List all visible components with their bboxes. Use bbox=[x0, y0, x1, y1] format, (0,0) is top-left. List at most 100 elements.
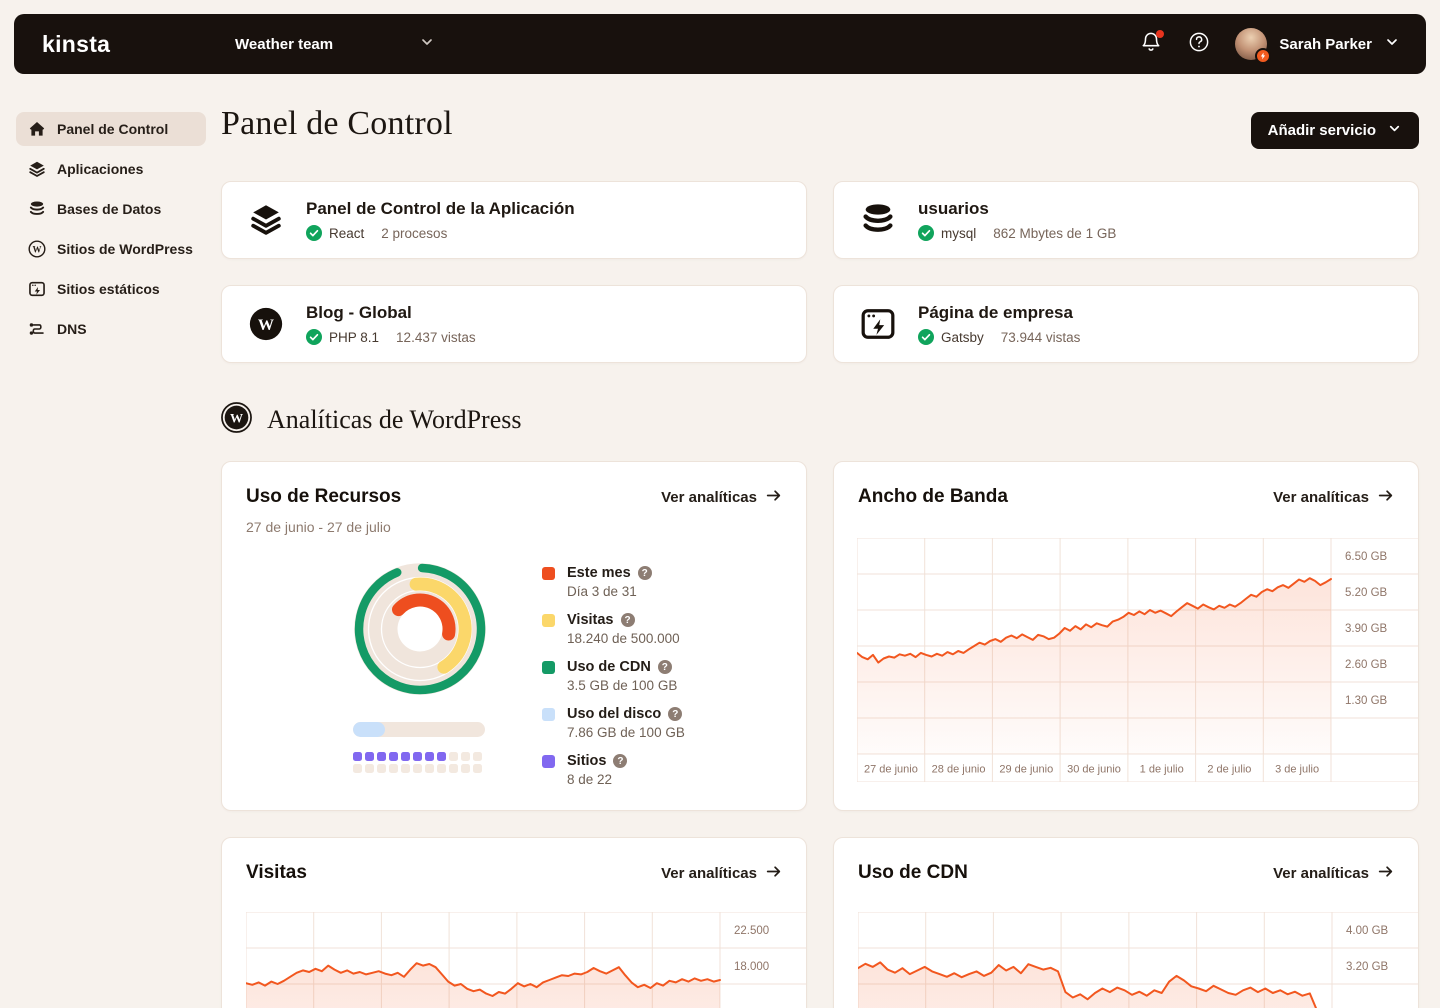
view-analytics-link[interactable]: Ver analíticas bbox=[1273, 863, 1394, 884]
legend-swatch bbox=[542, 567, 555, 580]
svg-text:22.500: 22.500 bbox=[734, 925, 769, 937]
team-name: Weather team bbox=[235, 35, 334, 53]
sidebar-item-layers[interactable]: Aplicaciones bbox=[16, 152, 206, 186]
status-check-icon bbox=[918, 329, 934, 345]
svg-text:27 de junio: 27 de junio bbox=[864, 764, 918, 776]
cdn-line-chart: 4.00 GB 3.20 GB bbox=[858, 912, 1418, 1008]
legend-value: 3.5 GB de 100 GB bbox=[567, 678, 678, 693]
service-stat: 862 Mbytes de 1 GB bbox=[993, 225, 1117, 241]
home-icon bbox=[28, 120, 46, 138]
svg-text:5.20 GB: 5.20 GB bbox=[1345, 587, 1388, 599]
site-square bbox=[353, 764, 362, 773]
svg-text:W: W bbox=[33, 244, 42, 254]
legend-label: Este mes bbox=[567, 565, 631, 581]
avatar bbox=[1235, 28, 1272, 64]
user-menu[interactable]: Sarah Parker bbox=[1235, 28, 1400, 64]
dns-icon bbox=[28, 320, 46, 338]
help-icon[interactable]: ? bbox=[637, 566, 652, 580]
site-square bbox=[473, 764, 482, 773]
sites-squares-grid bbox=[353, 752, 482, 773]
sidebar-item-database[interactable]: Bases de Datos bbox=[16, 192, 206, 226]
help-button[interactable] bbox=[1187, 32, 1211, 56]
donut-ring-visits bbox=[409, 577, 472, 674]
bell-icon bbox=[1140, 31, 1162, 58]
card-title-resource-usage: Uso de Recursos bbox=[246, 486, 402, 507]
svg-text:29 de junio: 29 de junio bbox=[999, 764, 1053, 776]
service-stat: 2 procesos bbox=[381, 225, 448, 241]
static-site-icon bbox=[858, 305, 898, 343]
card-title-cdn: Uso de CDN bbox=[858, 862, 968, 883]
site-square bbox=[449, 752, 458, 761]
service-status: mysql bbox=[941, 225, 977, 241]
view-analytics-link[interactable]: Ver analíticas bbox=[1273, 487, 1394, 508]
site-square bbox=[461, 764, 470, 773]
visits-card: Visitas Ver analíticas 22.500 18.000 bbox=[221, 837, 807, 1008]
legend-value: 7.86 GB de 100 GB bbox=[567, 725, 685, 740]
svg-text:2 de julio: 2 de julio bbox=[1207, 764, 1251, 776]
chevron-down-icon bbox=[419, 34, 435, 55]
legend-value: 18.240 de 500.000 bbox=[567, 631, 680, 646]
service-title: Página de empresa bbox=[918, 303, 1073, 322]
view-analytics-link[interactable]: Ver analíticas bbox=[661, 863, 782, 884]
card-title-bandwidth: Ancho de Banda bbox=[858, 486, 1008, 507]
arrow-right-icon bbox=[1377, 863, 1394, 884]
service-status: Gatsby bbox=[941, 329, 984, 345]
site-square bbox=[389, 764, 398, 773]
svg-text:3.90 GB: 3.90 GB bbox=[1345, 623, 1388, 635]
page-title: Panel de Control bbox=[221, 105, 453, 142]
help-icon[interactable]: ? bbox=[620, 613, 635, 627]
svg-text:28 de junio: 28 de junio bbox=[932, 764, 986, 776]
sidebar-item-dns[interactable]: DNS bbox=[16, 312, 206, 346]
service-card[interactable]: Página de empresa Gatsby 73.944 vistas bbox=[833, 285, 1419, 363]
sidebar-item-wordpress[interactable]: W Sitios de WordPress bbox=[16, 232, 206, 266]
layers-icon bbox=[28, 160, 46, 178]
help-icon[interactable]: ? bbox=[668, 707, 683, 721]
site-square bbox=[365, 752, 374, 761]
service-card[interactable]: W Blog - Global PHP 8.1 12.437 vistas bbox=[221, 285, 807, 363]
analytics-section-header: W Analíticas de WordPress bbox=[221, 402, 522, 438]
legend-label: Sitios bbox=[567, 753, 607, 769]
svg-text:30 de junio: 30 de junio bbox=[1067, 764, 1121, 776]
service-card[interactable]: usuarios mysql 862 Mbytes de 1 GB bbox=[833, 181, 1419, 259]
static-site-icon bbox=[28, 280, 46, 298]
donut-ring-cdn bbox=[354, 563, 486, 695]
svg-text:W: W bbox=[258, 317, 274, 334]
sidebar-item-static-site[interactable]: Sitios estáticos bbox=[16, 272, 206, 306]
arrow-right-icon bbox=[765, 487, 782, 508]
svg-text:18.000: 18.000 bbox=[734, 961, 769, 973]
disk-usage-progress-bar bbox=[353, 722, 485, 737]
notifications-button[interactable] bbox=[1139, 30, 1165, 58]
wordpress-icon: W bbox=[221, 402, 252, 438]
arrow-right-icon bbox=[1377, 487, 1394, 508]
svg-text:1.30 GB: 1.30 GB bbox=[1345, 695, 1388, 707]
service-card[interactable]: Panel de Control de la Aplicación React … bbox=[221, 181, 807, 259]
chevron-down-icon bbox=[1387, 121, 1402, 140]
team-selector[interactable]: Weather team bbox=[235, 14, 435, 74]
legend-swatch bbox=[542, 708, 555, 721]
add-service-button[interactable]: Añadir servicio bbox=[1250, 112, 1419, 149]
disk-usage-progress-fill bbox=[353, 722, 385, 737]
date-range: 27 de junio - 27 de julio bbox=[246, 519, 391, 535]
legend-row: Visitas ? 18.240 de 500.000 bbox=[542, 612, 685, 646]
svg-text:W: W bbox=[230, 410, 243, 425]
site-square bbox=[425, 752, 434, 761]
view-analytics-link[interactable]: Ver analíticas bbox=[661, 487, 782, 508]
legend-value: 8 de 22 bbox=[567, 772, 613, 787]
help-icon[interactable]: ? bbox=[657, 660, 672, 674]
database-icon bbox=[28, 200, 46, 218]
help-icon[interactable]: ? bbox=[613, 754, 628, 768]
legend-row: Uso del disco ? 7.86 GB de 100 GB bbox=[542, 706, 685, 740]
database-icon bbox=[858, 201, 898, 239]
card-title-visits: Visitas bbox=[246, 862, 307, 883]
sidebar-item-home[interactable]: Panel de Control bbox=[16, 112, 206, 146]
legend-label: Uso del disco bbox=[567, 706, 662, 722]
service-title: Panel de Control de la Aplicación bbox=[306, 199, 575, 218]
status-check-icon bbox=[918, 225, 934, 241]
cdn-usage-card: Uso de CDN Ver analíticas 4.00 GB 3.20 GB bbox=[833, 837, 1419, 1008]
kinsta-logo[interactable]: kinsta bbox=[42, 30, 111, 57]
notification-dot bbox=[1156, 30, 1165, 38]
layers-icon bbox=[246, 201, 286, 239]
top-navbar: kinsta Weather team Sarah Parker bbox=[14, 14, 1426, 74]
svg-text:1 de julio: 1 de julio bbox=[1140, 764, 1184, 776]
